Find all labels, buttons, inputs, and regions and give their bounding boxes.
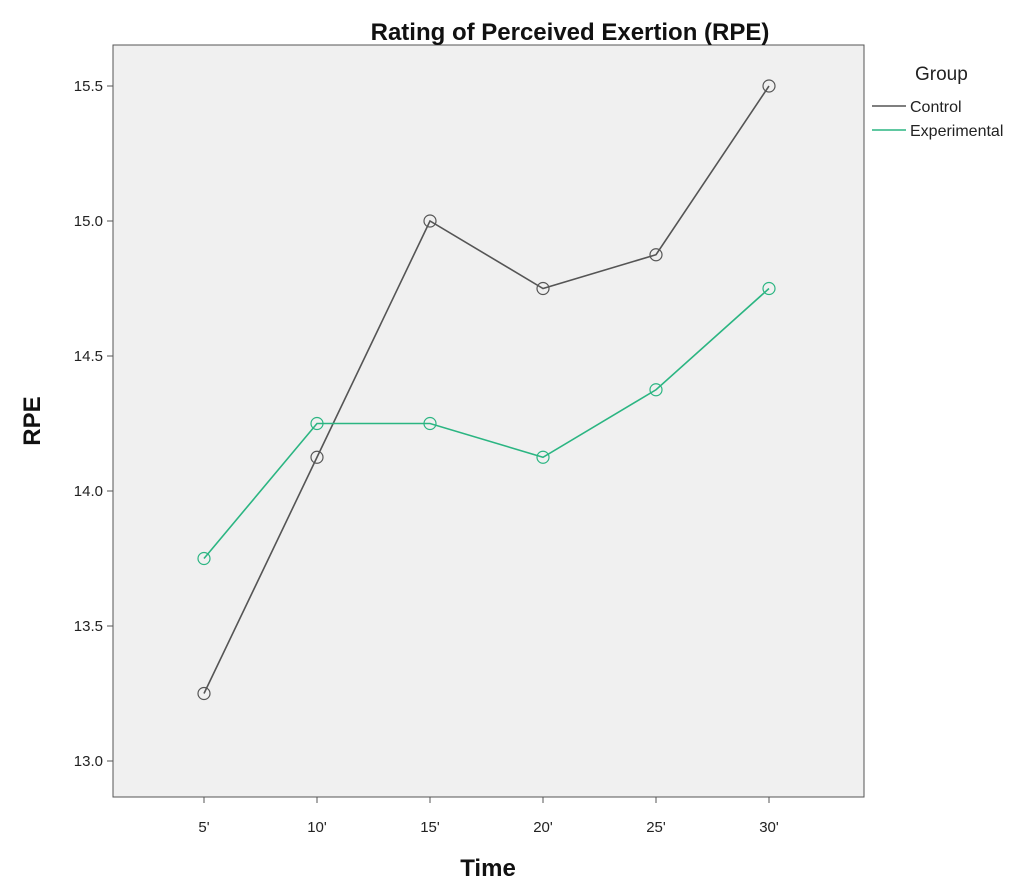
- y-tick-label: 15.5: [74, 78, 103, 95]
- x-tick-label: 25': [646, 819, 666, 836]
- y-tick-label: 14.5: [74, 348, 103, 365]
- y-tick-label: 14.0: [74, 483, 103, 500]
- x-tick-label: 10': [307, 819, 327, 836]
- data-point: [536, 450, 550, 464]
- data-point: [197, 551, 211, 566]
- legend-title: Group: [915, 64, 968, 85]
- legend-label: Experimental: [910, 123, 1003, 140]
- series-line: [203, 85, 770, 694]
- x-tick-label: 5': [198, 819, 209, 836]
- data-point: [423, 416, 437, 431]
- y-axis: 13.0 13.5 14.0 14.5 15.0 15.5: [74, 78, 113, 770]
- data-point: [310, 416, 324, 431]
- series-experimental: [197, 281, 776, 566]
- y-tick-label: 13.5: [74, 618, 103, 635]
- chart-title: Rating of Perceived Exertion (RPE): [371, 19, 770, 46]
- plot-area: [112, 44, 865, 798]
- series-layer: [197, 79, 776, 701]
- y-tick-label: 15.0: [74, 213, 103, 230]
- x-tick-label: 30': [759, 819, 779, 836]
- series-line: [203, 287, 770, 560]
- data-point: [197, 686, 211, 701]
- data-point: [762, 281, 776, 296]
- x-tick-label: 15': [420, 819, 440, 836]
- series-control: [197, 79, 776, 701]
- data-point: [649, 248, 663, 262]
- y-axis-title: RPE: [19, 396, 46, 445]
- y-tick-label: 13.0: [74, 753, 103, 770]
- x-tick-label: 20': [533, 819, 553, 836]
- x-axis-title: Time: [460, 855, 516, 879]
- legend-items: Control Experimental: [872, 99, 1003, 140]
- data-point: [310, 450, 324, 464]
- x-axis: 5' 10' 15' 20' 25' 30': [198, 797, 779, 836]
- legend-label: Control: [910, 99, 962, 116]
- data-point: [762, 79, 776, 93]
- legend: Group Control Experimental: [872, 64, 1003, 140]
- data-point: [649, 383, 663, 397]
- data-point: [536, 281, 550, 296]
- data-point: [423, 214, 437, 228]
